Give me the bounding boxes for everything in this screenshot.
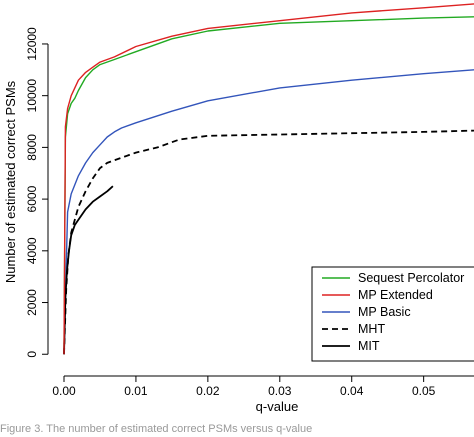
y-tick-label: 2000: [25, 289, 39, 316]
x-tick-label: 0.04: [340, 384, 364, 398]
y-axis: 0 2000 4000 6000 8000 10000 12000: [25, 27, 49, 358]
x-ticks: 0.00 0.01 0.02 0.03 0.04 0.05: [52, 376, 436, 398]
y-tick-label: 10000: [25, 79, 39, 113]
series-line-mht: [63, 129, 474, 355]
y-tick-label: 8000: [25, 134, 39, 161]
series-line-mp-extended: [63, 3, 474, 355]
series-line-mp-basic: [63, 69, 474, 355]
legend: Sequest Percolator MP Extended MP Basic MHT…: [311, 266, 474, 362]
x-tick-label: 0.00: [52, 384, 76, 398]
y-tick-label: 0: [25, 351, 39, 358]
x-tick-label: 0.02: [196, 384, 220, 398]
legend-label: MIT: [358, 339, 380, 353]
x-tick-label: 0.01: [124, 384, 148, 398]
legend-label: MHT: [358, 322, 385, 336]
series-line-mit: [63, 185, 114, 355]
y-ticks: 0 2000 4000 6000 8000 10000 12000: [25, 27, 48, 358]
y-tick-label: 4000: [25, 237, 39, 264]
y-tick-label: 12000: [25, 27, 39, 61]
x-axis: 0.00 0.01 0.02 0.03 0.04 0.05: [52, 375, 474, 398]
legend-label: MP Extended: [358, 288, 433, 302]
x-tick-label: 0.05: [412, 384, 436, 398]
x-axis-title: q-value: [256, 399, 299, 414]
legend-label: Sequest Percolator: [358, 271, 464, 285]
plot-lines: [63, 3, 474, 355]
x-tick-label: 0.03: [268, 384, 292, 398]
legend-label: MP Basic: [358, 305, 411, 319]
figure-caption: Figure 3. The number of estimated correc…: [0, 423, 313, 435]
y-axis-title: Number of estimated correct PSMs: [3, 80, 18, 283]
series-line-sequest-percolator: [63, 16, 474, 355]
y-tick-label: 6000: [25, 185, 39, 212]
